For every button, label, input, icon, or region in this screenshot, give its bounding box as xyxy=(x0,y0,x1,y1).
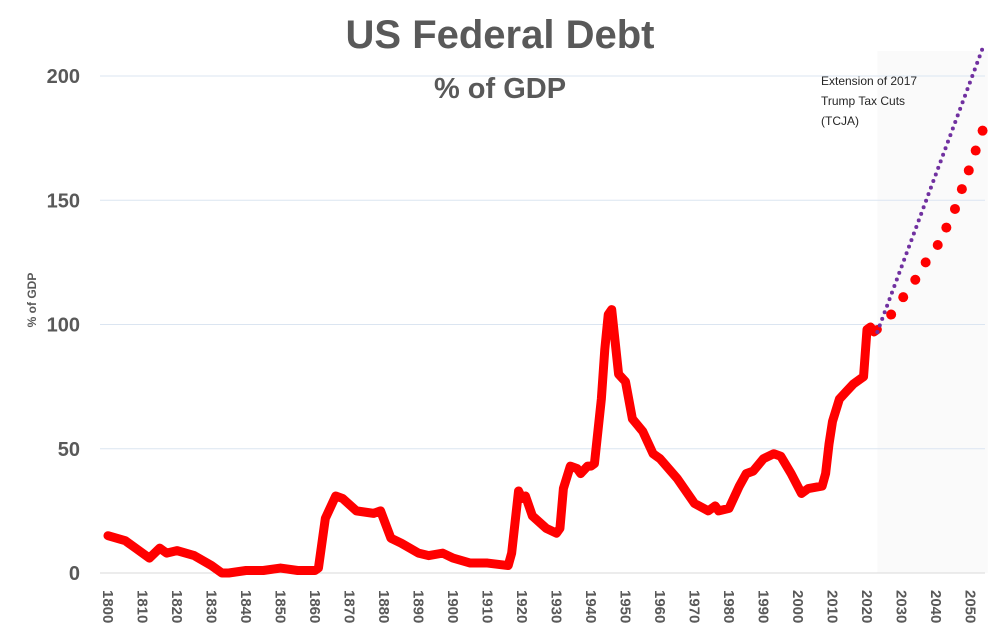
x-tick-label: 1960 xyxy=(651,590,668,623)
projection-point xyxy=(920,257,931,268)
x-tick-label: 1830 xyxy=(203,590,220,623)
projection-point xyxy=(956,184,967,195)
annotation-line-1: Extension of 2017 xyxy=(821,74,917,88)
x-tick-label: 1950 xyxy=(617,590,634,623)
tcja-projection-line xyxy=(875,41,987,334)
x-tick-label: 2030 xyxy=(893,590,910,623)
x-tick-label: 1810 xyxy=(134,590,151,623)
x-tick-label: 1980 xyxy=(720,590,737,623)
y-tick-label: 0 xyxy=(69,563,80,585)
annotation-line-2: Trump Tax Cuts xyxy=(821,94,905,108)
chart-subtitle: % of GDP xyxy=(434,73,566,105)
projection-point xyxy=(886,309,897,320)
x-tick-label: 1970 xyxy=(686,590,703,623)
projection-background xyxy=(877,51,988,573)
projection-point xyxy=(949,203,960,214)
x-tick-label: 1990 xyxy=(755,590,772,623)
historical-debt-line xyxy=(103,305,882,578)
x-tick-label: 2040 xyxy=(927,590,944,623)
projection-point xyxy=(970,145,981,156)
annotation-line-3: (TCJA) xyxy=(821,114,859,128)
x-tick-label: 2010 xyxy=(824,590,841,623)
projection-point xyxy=(910,274,921,285)
y-tick-label: 200 xyxy=(47,66,80,88)
x-tick-label: 1840 xyxy=(237,590,254,623)
x-tick-label: 1850 xyxy=(272,590,289,623)
x-tick-label: 1820 xyxy=(168,590,185,623)
projection-point xyxy=(932,239,943,250)
x-tick-label: 1860 xyxy=(306,590,323,623)
x-tick-label: 1940 xyxy=(582,590,599,623)
x-tick-label: 1900 xyxy=(444,590,461,623)
x-tick-label: 1870 xyxy=(341,590,358,623)
chart-title: US Federal Debt xyxy=(346,13,655,57)
x-tick-label: 2000 xyxy=(789,590,806,623)
y-tick-label: 100 xyxy=(47,315,80,337)
y-tick-label: 50 xyxy=(58,439,80,461)
x-tick-label: 1920 xyxy=(513,590,530,623)
y-tick-label: 150 xyxy=(47,190,80,212)
x-tick-label: 2050 xyxy=(962,590,979,623)
projection-point xyxy=(963,165,974,176)
projection-point xyxy=(977,125,988,136)
projection-point xyxy=(941,222,952,233)
x-tick-label: 1890 xyxy=(410,590,427,623)
x-tick-label: 1880 xyxy=(375,590,392,623)
x-tick-label: 2020 xyxy=(858,590,875,623)
projection-point xyxy=(898,292,909,303)
x-tick-label: 1930 xyxy=(548,590,565,623)
x-tick-label: 1800 xyxy=(99,590,116,623)
gridlines xyxy=(100,75,985,574)
y-axis-label: % of GDP xyxy=(25,273,39,328)
x-tick-label: 1910 xyxy=(479,590,496,623)
